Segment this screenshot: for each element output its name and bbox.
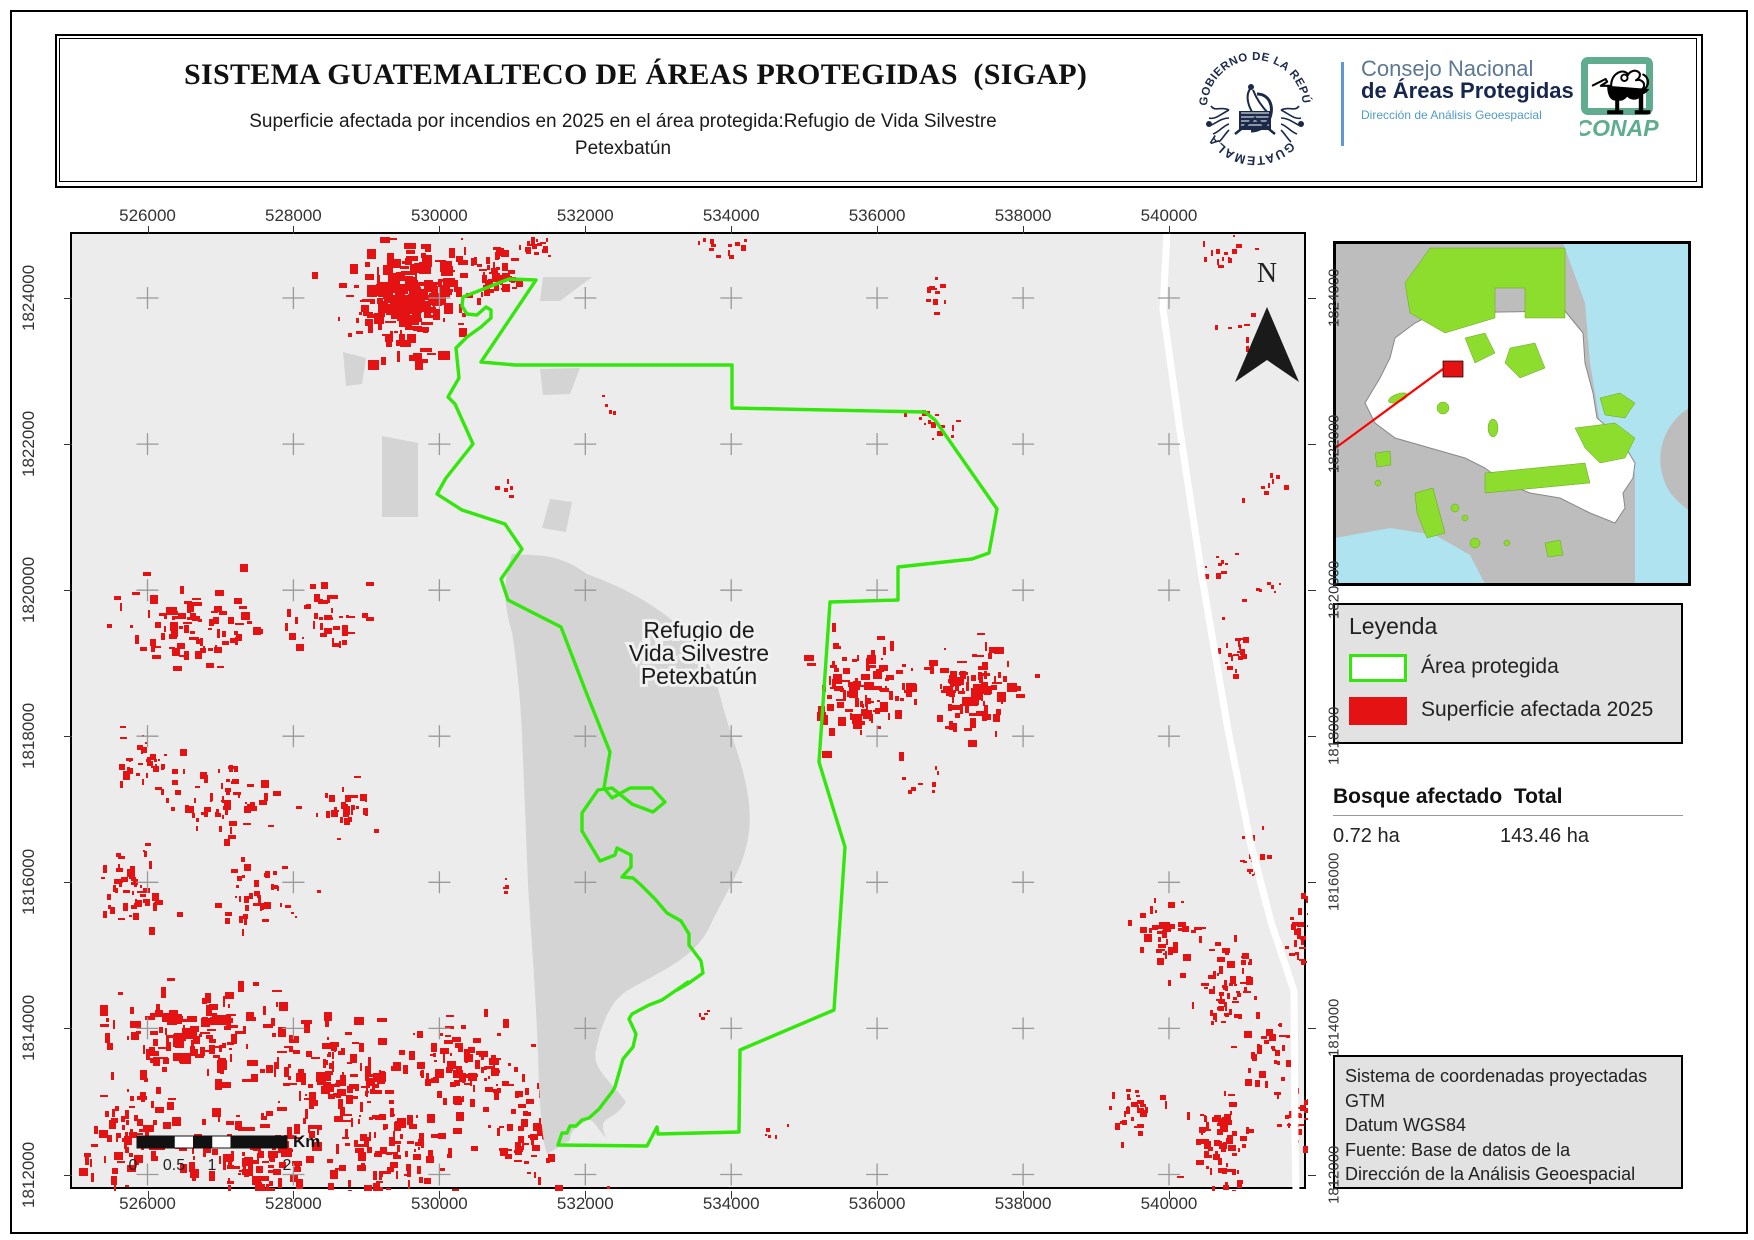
svg-text:0: 0 xyxy=(129,1157,138,1174)
svg-text:N: N xyxy=(1257,258,1277,289)
svg-text:CONAP: CONAP xyxy=(1580,115,1659,141)
svg-text:2: 2 xyxy=(283,1157,292,1174)
svg-text:0.5: 0.5 xyxy=(163,1157,185,1174)
svg-text:Petexbatún: Petexbatún xyxy=(641,663,757,689)
svg-text:GOBIERNO DE LA REPÚBLICA: GOBIERNO DE LA REPÚBLICA xyxy=(1195,48,1313,106)
svg-text:Km: Km xyxy=(293,1132,320,1151)
svg-text:1: 1 xyxy=(208,1157,217,1174)
svg-text:GUATEMALA: GUATEMALA xyxy=(1205,132,1297,168)
